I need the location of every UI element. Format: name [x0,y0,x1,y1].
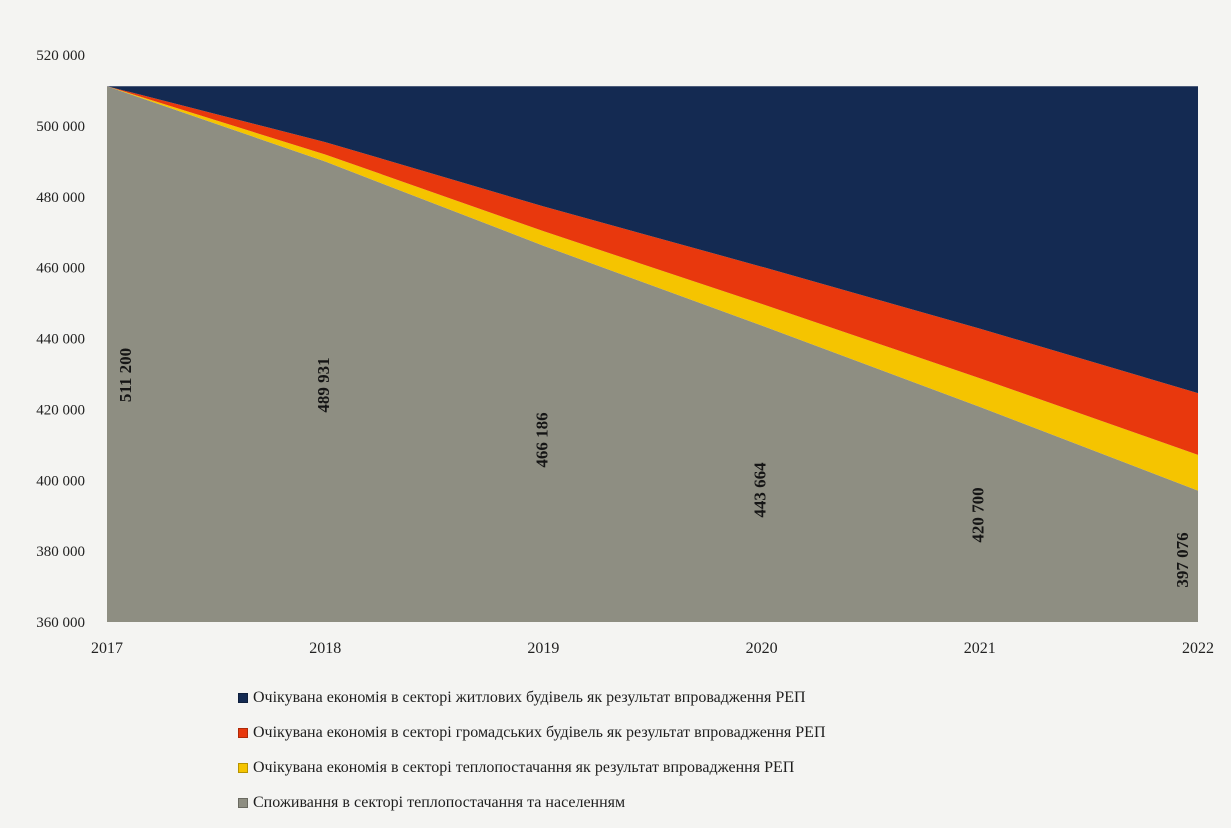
y-tick-label: 420 000 [36,402,85,418]
legend-item: Очікувана економія в секторі громадських… [238,715,1138,750]
x-tick-label: 2021 [964,640,996,657]
legend-item: Очікувана економія в секторі житлових бу… [238,680,1138,715]
data-label: 489 931 [314,357,333,412]
legend-label: Споживання в секторі теплопостачання та … [253,793,626,811]
data-label-group: 511 200 489 931 466 186 443 664 420 700 397 0… [116,348,1192,588]
y-tick-label: 520 000 [36,48,85,64]
data-label: 443 664 [751,462,770,518]
x-tick-label: 2017 [91,640,123,657]
y-tick-label: 460 000 [36,261,85,277]
legend-item: Очікувана економія в секторі теплопостач… [238,750,1138,785]
legend: Очікувана економія в секторі житлових бу… [238,680,1138,820]
data-label: 511 200 [116,348,135,402]
legend-label: Очікувана економія в секторі громадських… [253,723,826,741]
y-tick-label: 500 000 [36,119,85,135]
data-label: 397 076 [1173,532,1192,587]
area-series-3 [107,86,1198,394]
legend-item: Споживання в секторі теплопостачання та … [238,785,1138,820]
area-series-group [107,86,1198,622]
x-tick-label: 2018 [309,640,341,657]
legend-label: Очікувана економія в секторі житлових бу… [253,688,806,706]
y-tick-label: 380 000 [36,544,85,560]
legend-label: Очікувана економія в секторі теплопостач… [253,758,795,776]
legend-swatch [238,692,248,703]
y-tick-label: 480 000 [36,190,85,206]
y-tick-label: 440 000 [36,332,85,348]
x-tick-label: 2019 [527,640,559,657]
y-tick-label: 400 000 [36,473,85,489]
area-series-0 [107,86,1198,622]
data-label: 466 186 [532,412,551,467]
x-tick-label: 2022 [1182,640,1214,657]
x-axis: 2017 2018 2019 2020 2021 2022 [91,640,1214,657]
y-tick-label: 360 000 [36,615,85,631]
x-tick-label: 2020 [746,640,778,657]
legend-swatch [238,727,248,738]
data-label: 420 700 [969,487,988,542]
legend-swatch [238,762,248,773]
legend-swatch [238,797,248,808]
y-axis: 360 000 380 000 400 000 420 000 440 000 460 0… [36,48,85,631]
